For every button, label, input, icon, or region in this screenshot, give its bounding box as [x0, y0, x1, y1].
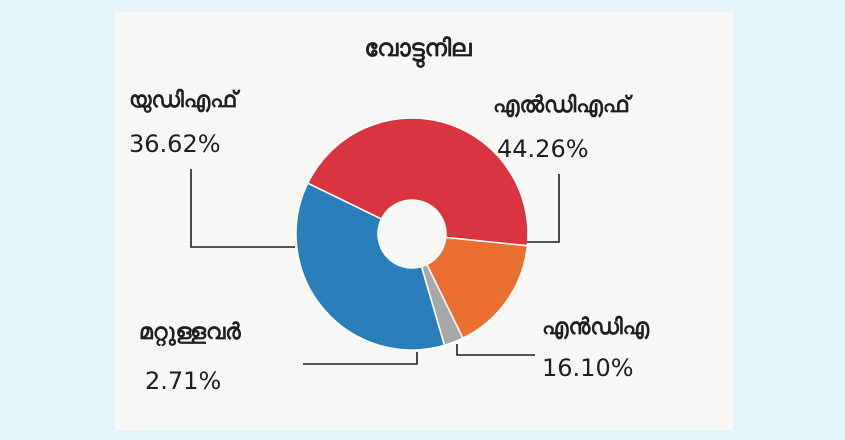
slice-value-udf: 36.62% [129, 130, 221, 158]
slice-label-nda: എൻഡിഎ [542, 315, 650, 340]
leader-line-others [303, 352, 418, 365]
slice-label-ldf: എൽഡിഎഫ് [493, 93, 633, 118]
slice-udf [295, 182, 446, 351]
slice-value-ldf: 44.26% [497, 135, 589, 163]
leader-lines [190, 169, 560, 365]
vote-share-donut-chart: വോട്ടുനില എൽഡിഎഫ് 44.26% യുഡിഎഫ് 36.62% … [129, 34, 650, 395]
leader-line-udf [190, 169, 295, 248]
donut-slices [295, 117, 529, 351]
slice-label-others: മറ്റുള്ളവർ [139, 320, 241, 347]
chart-card: വോട്ടുനില എൽഡിഎഫ് 44.26% യുഡിഎഫ് 36.62% … [115, 12, 733, 430]
leader-line-ldf [527, 174, 560, 243]
leader-line-nda [456, 344, 535, 356]
slice-nda [425, 236, 529, 340]
slice-label-udf: യുഡിഎഫ് [129, 88, 240, 114]
chart-title: വോട്ടുനില [364, 34, 472, 68]
slice-ldf [306, 117, 529, 247]
slice-value-others: 2.71% [145, 367, 221, 395]
slice-value-nda: 16.10% [542, 354, 634, 382]
